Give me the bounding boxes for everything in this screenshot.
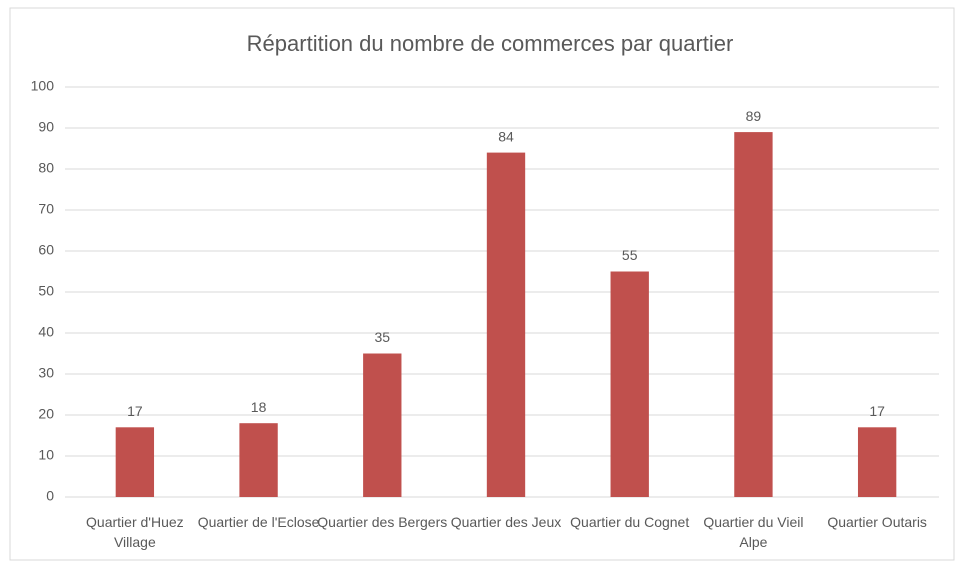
data-label: 55 bbox=[622, 247, 638, 263]
data-label: 84 bbox=[498, 128, 514, 144]
data-label: 18 bbox=[251, 399, 267, 415]
y-tick-label: 50 bbox=[38, 283, 54, 299]
x-tick-label: Quartier du Vieil Alpe bbox=[703, 514, 804, 550]
x-tick-label: Quartier de l'Eclose bbox=[197, 514, 320, 530]
bar bbox=[610, 271, 649, 497]
data-label: 17 bbox=[127, 403, 143, 419]
y-tick-label: 60 bbox=[38, 242, 54, 258]
x-tick-label: Quartier des Jeux bbox=[450, 514, 562, 530]
bar bbox=[734, 132, 773, 497]
x-tick-label: Quartier du Cognet bbox=[570, 514, 690, 530]
y-tick-label: 40 bbox=[38, 324, 54, 340]
y-tick-label: 10 bbox=[38, 447, 54, 463]
x-tick-label: Quartier Outaris bbox=[827, 514, 927, 530]
y-tick-label: 80 bbox=[38, 160, 54, 176]
y-tick-label: 20 bbox=[38, 406, 54, 422]
chart-title: Répartition du nombre de commerces par q… bbox=[247, 31, 734, 56]
y-tick-label: 30 bbox=[38, 365, 54, 381]
bar bbox=[115, 427, 155, 497]
y-tick-label: 70 bbox=[38, 201, 54, 217]
chart-border bbox=[9, 7, 955, 561]
x-tick-label: Quartier d'Huez Village bbox=[86, 514, 184, 550]
y-tick-label: 0 bbox=[46, 488, 54, 504]
y-tick-label: 100 bbox=[31, 78, 55, 94]
x-tick-label: Quartier des Bergers bbox=[317, 514, 448, 530]
data-label: 35 bbox=[374, 329, 390, 345]
data-label: 17 bbox=[869, 403, 885, 419]
bar bbox=[857, 427, 897, 497]
bar bbox=[363, 353, 402, 497]
bar bbox=[239, 423, 278, 497]
y-tick-label: 90 bbox=[38, 119, 54, 135]
data-label: 89 bbox=[746, 108, 762, 124]
bar bbox=[486, 152, 526, 497]
